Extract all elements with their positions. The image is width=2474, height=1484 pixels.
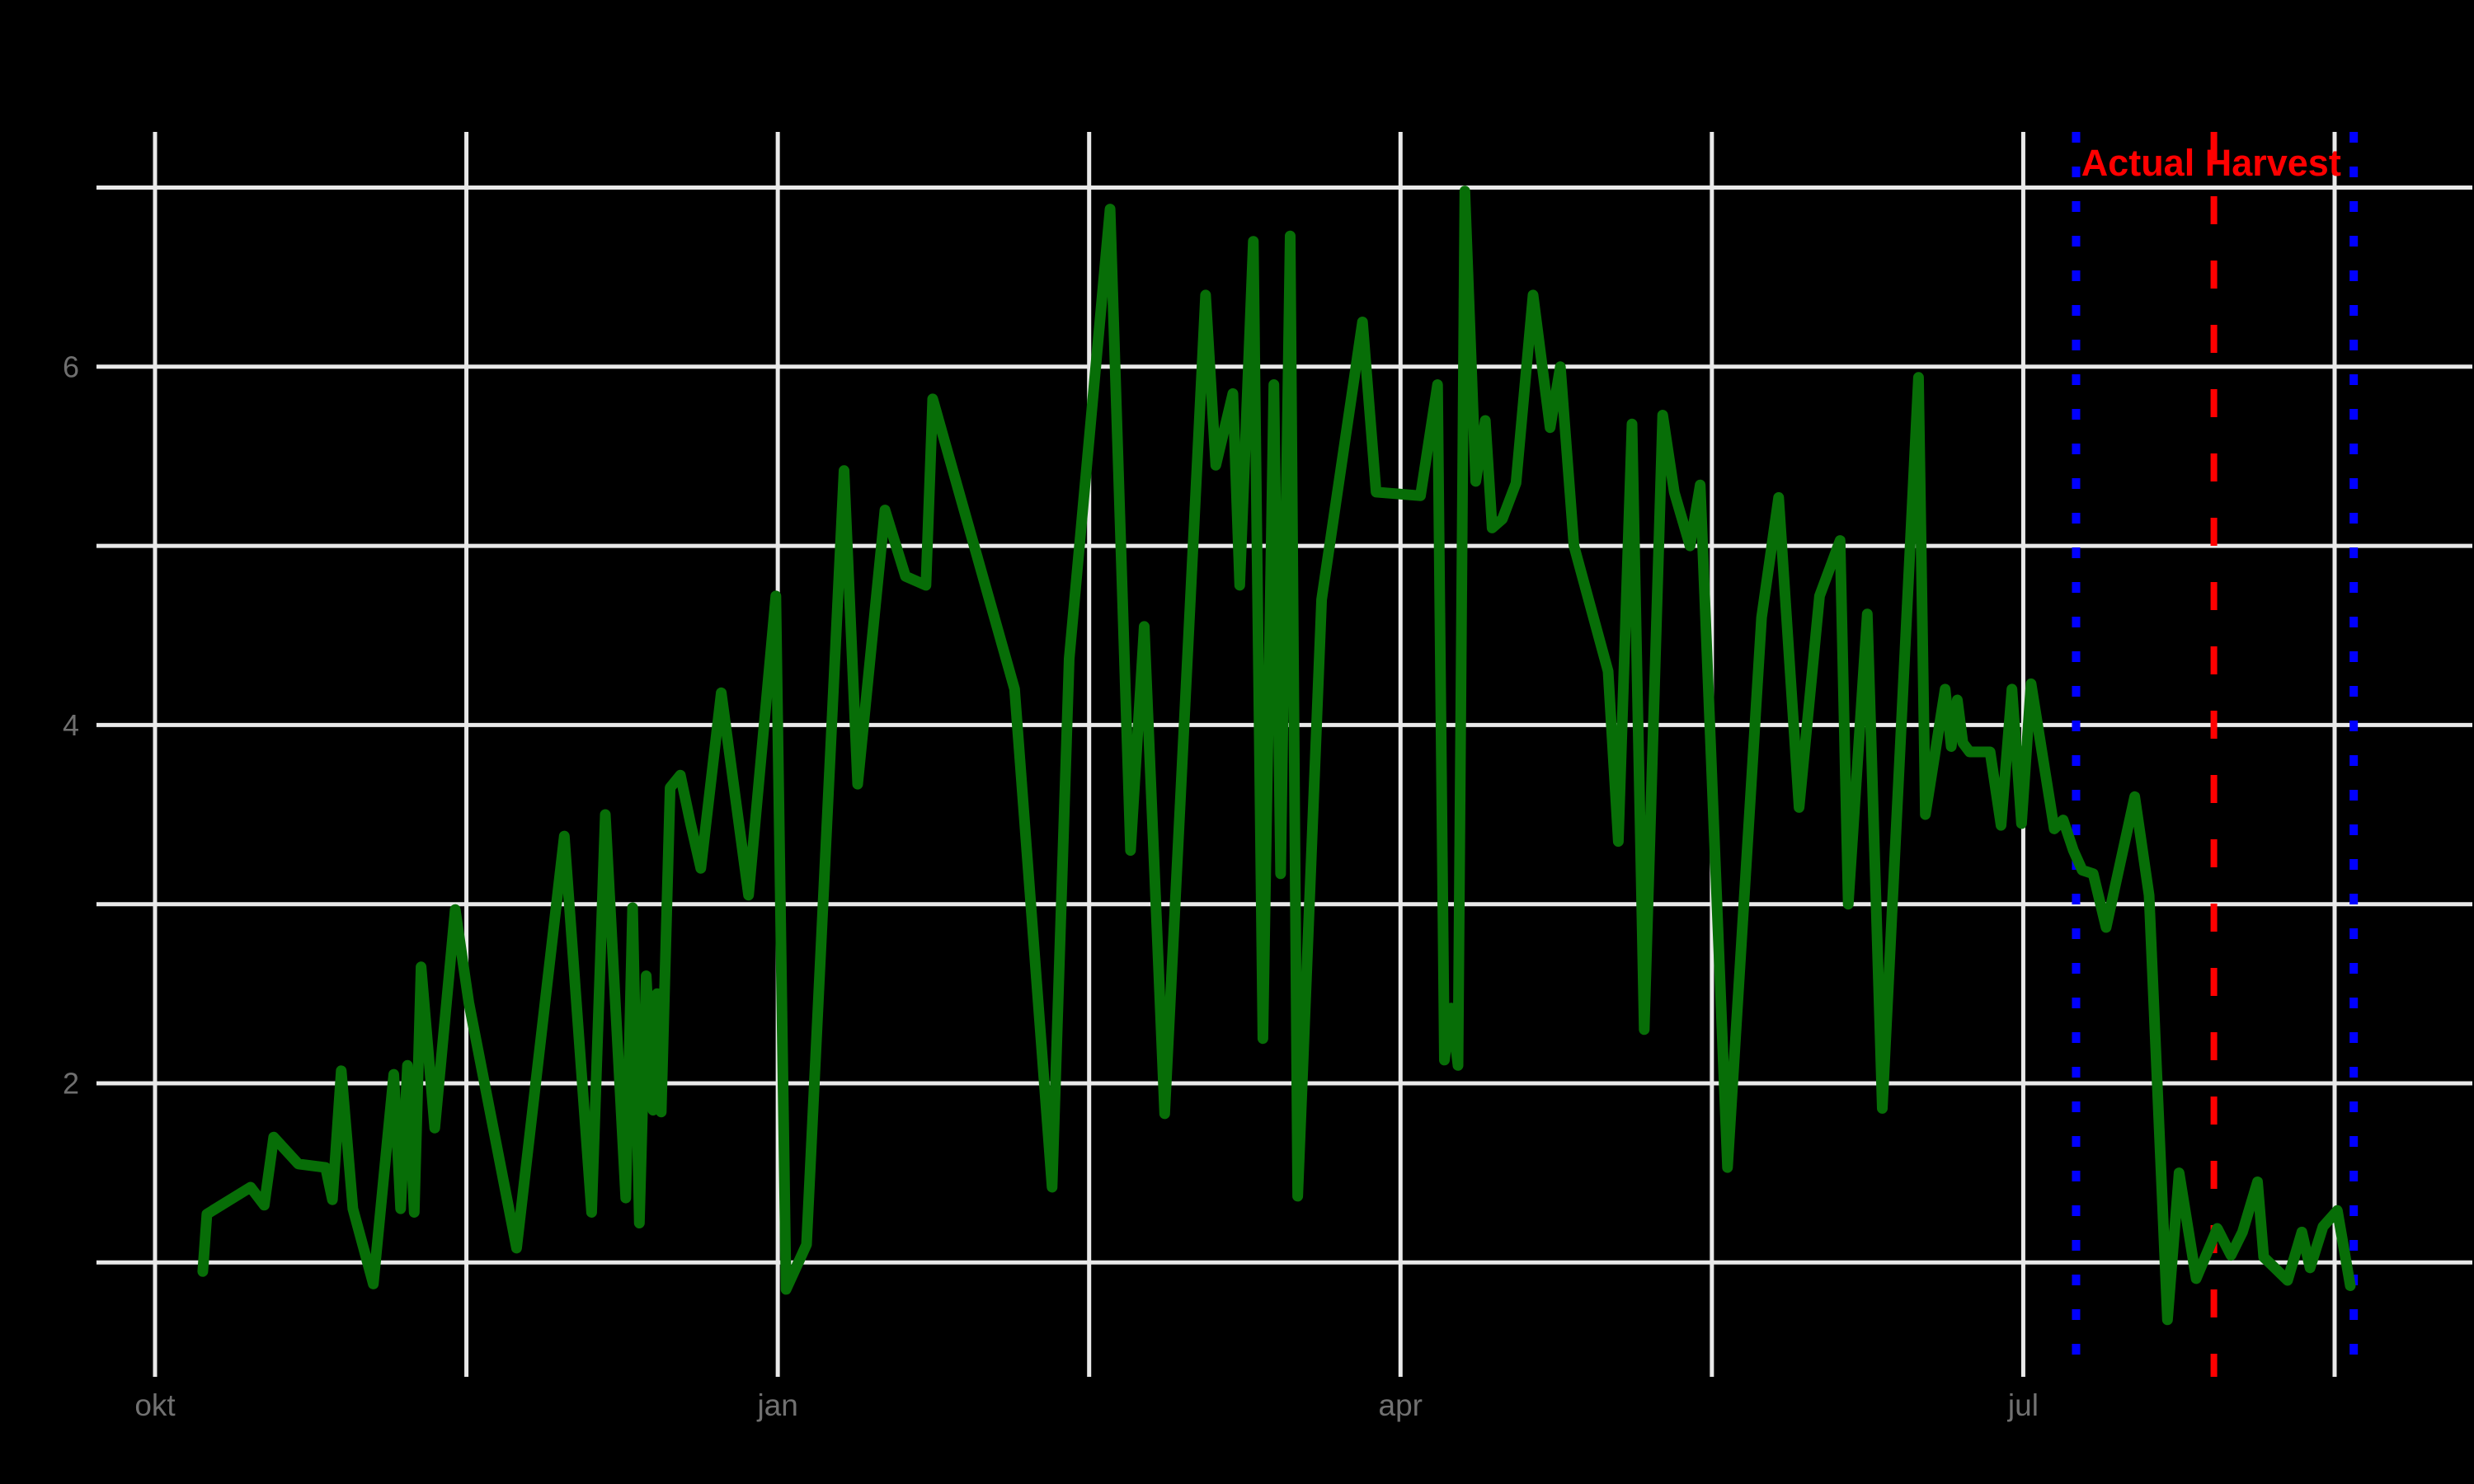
- y-tick-label-4: 4: [63, 708, 79, 742]
- y-tick-label-2: 2: [63, 1067, 79, 1101]
- x-tick-label-okt: okt: [134, 1388, 176, 1422]
- harvest-series-line: [197, 186, 2356, 1326]
- x-tick-label-apr: apr: [1379, 1388, 1423, 1422]
- x-tick-label-jan: jan: [756, 1388, 797, 1422]
- actual-harvest-label: Actual Harvest: [2081, 142, 2341, 184]
- y-axis-labels: 2 4 6: [63, 350, 79, 1100]
- y-tick-label-6: 6: [63, 350, 79, 383]
- x-axis-labels: okt jan apr jul: [134, 1388, 2039, 1422]
- x-tick-label-jul: jul: [2007, 1388, 2039, 1422]
